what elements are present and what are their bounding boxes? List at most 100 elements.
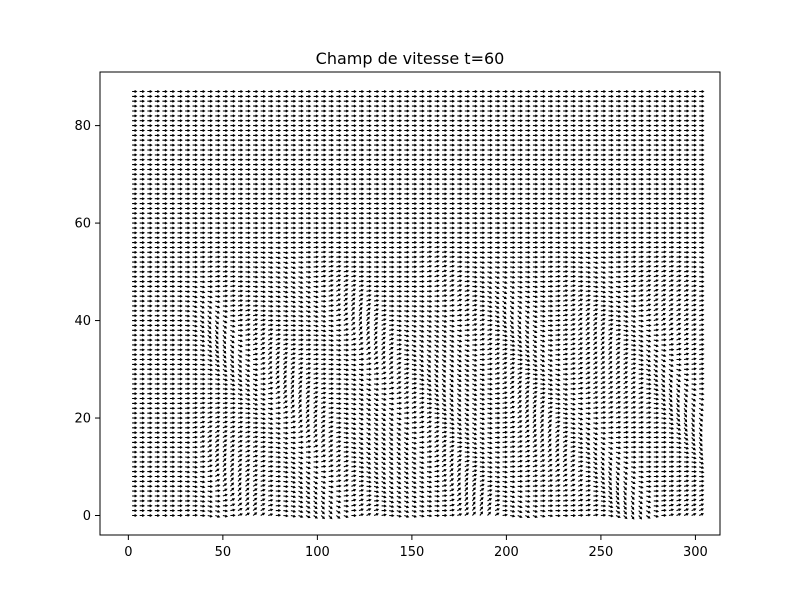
velocity-arrow: [472, 378, 478, 382]
velocity-arrow: [373, 513, 379, 517]
velocity-arrow: [691, 412, 695, 418]
velocity-arrow: [343, 407, 350, 411]
velocity-arrow: [623, 396, 629, 400]
velocity-arrow: [517, 510, 523, 514]
velocity-arrow: [147, 450, 153, 454]
velocity-arrow: [540, 469, 546, 473]
velocity-arrow: [290, 357, 296, 361]
velocity-arrow: [388, 500, 395, 504]
velocity-arrow: [623, 456, 629, 460]
velocity-arrow: [570, 483, 576, 487]
velocity-arrow: [298, 446, 304, 450]
velocity-arrow: [252, 378, 259, 382]
velocity-arrow: [510, 465, 516, 469]
velocity-arrow: [540, 484, 546, 488]
velocity-arrow: [214, 458, 220, 463]
velocity-arrow: [305, 495, 311, 499]
velocity-arrow: [245, 502, 250, 507]
velocity-arrow: [192, 406, 198, 410]
velocity-arrow: [268, 508, 274, 512]
velocity-arrow: [147, 382, 153, 386]
velocity-arrow: [260, 454, 266, 458]
velocity-arrow: [698, 508, 704, 512]
velocity-arrow: [608, 365, 613, 370]
velocity-arrow: [328, 382, 334, 386]
velocity-arrow: [245, 492, 250, 497]
velocity-arrow: [623, 435, 629, 439]
velocity-arrow: [653, 430, 660, 434]
velocity-arrow: [472, 441, 478, 445]
velocity-arrow: [169, 411, 176, 415]
velocity-arrow: [691, 372, 697, 376]
velocity-arrow: [615, 401, 622, 404]
velocity-arrow: [593, 461, 598, 465]
velocity-arrow: [373, 471, 379, 475]
velocity-arrow: [283, 395, 288, 399]
velocity-arrow: [388, 466, 394, 470]
velocity-arrow: [457, 436, 463, 440]
velocity-arrow: [442, 421, 448, 425]
velocity-arrow: [441, 349, 447, 353]
velocity-arrow: [200, 401, 206, 405]
velocity-arrow: [336, 505, 341, 509]
velocity-arrow: [132, 475, 138, 478]
velocity-arrow: [147, 484, 153, 488]
velocity-arrow: [691, 503, 697, 507]
velocity-arrow: [441, 464, 447, 468]
velocity-arrow: [404, 514, 410, 518]
velocity-arrow: [661, 348, 667, 352]
chart-title: Champ de vitesse t=60: [316, 49, 505, 68]
velocity-arrow: [177, 397, 183, 400]
velocity-arrow: [154, 489, 161, 493]
velocity-arrow: [343, 494, 350, 498]
velocity-arrow: [351, 479, 357, 482]
velocity-arrow: [441, 430, 448, 434]
velocity-arrow: [230, 458, 235, 463]
velocity-arrow: [366, 512, 372, 516]
velocity-arrow: [631, 366, 637, 370]
velocity-arrow: [691, 479, 697, 483]
velocity-arrow: [623, 495, 627, 501]
velocity-arrow: [388, 351, 394, 356]
velocity-arrow: [336, 464, 342, 468]
velocity-arrow: [169, 397, 176, 401]
velocity-arrow: [169, 445, 176, 449]
velocity-arrow: [426, 445, 433, 449]
velocity-arrow: [456, 463, 462, 468]
velocity-arrow: [495, 421, 501, 425]
velocity-arrow: [691, 488, 697, 492]
velocity-arrow: [169, 499, 176, 503]
velocity-arrow: [646, 368, 652, 372]
velocity-arrow: [200, 372, 206, 376]
velocity-arrow: [646, 359, 651, 363]
velocity-arrow: [668, 422, 674, 426]
velocity-arrow: [419, 401, 425, 405]
velocity-arrow: [343, 450, 350, 454]
velocity-arrow: [623, 371, 628, 375]
velocity-arrow: [419, 509, 425, 513]
velocity-arrow: [593, 508, 599, 512]
velocity-arrow: [615, 500, 620, 505]
velocity-arrow: [623, 410, 629, 414]
velocity-arrow: [358, 508, 364, 512]
velocity-arrow: [563, 425, 569, 429]
velocity-arrow: [510, 485, 516, 489]
velocity-arrow: [373, 456, 379, 460]
velocity-arrow: [547, 484, 554, 488]
velocity-arrow: [608, 461, 613, 466]
velocity-arrow: [358, 363, 365, 367]
velocity-arrow: [585, 498, 591, 502]
velocity-arrow: [661, 440, 667, 444]
velocity-arrow: [479, 483, 485, 487]
velocity-arrow: [638, 367, 644, 371]
velocity-arrow: [638, 505, 643, 510]
velocity-arrow: [464, 464, 470, 468]
velocity-arrow: [207, 387, 213, 391]
velocity-arrow: [547, 424, 552, 429]
velocity-arrow: [615, 375, 621, 380]
velocity-arrow: [510, 435, 516, 439]
velocity-arrow: [540, 489, 546, 493]
velocity-arrow: [676, 455, 682, 459]
velocity-arrow: [434, 398, 440, 402]
velocity-arrow: [456, 383, 462, 387]
